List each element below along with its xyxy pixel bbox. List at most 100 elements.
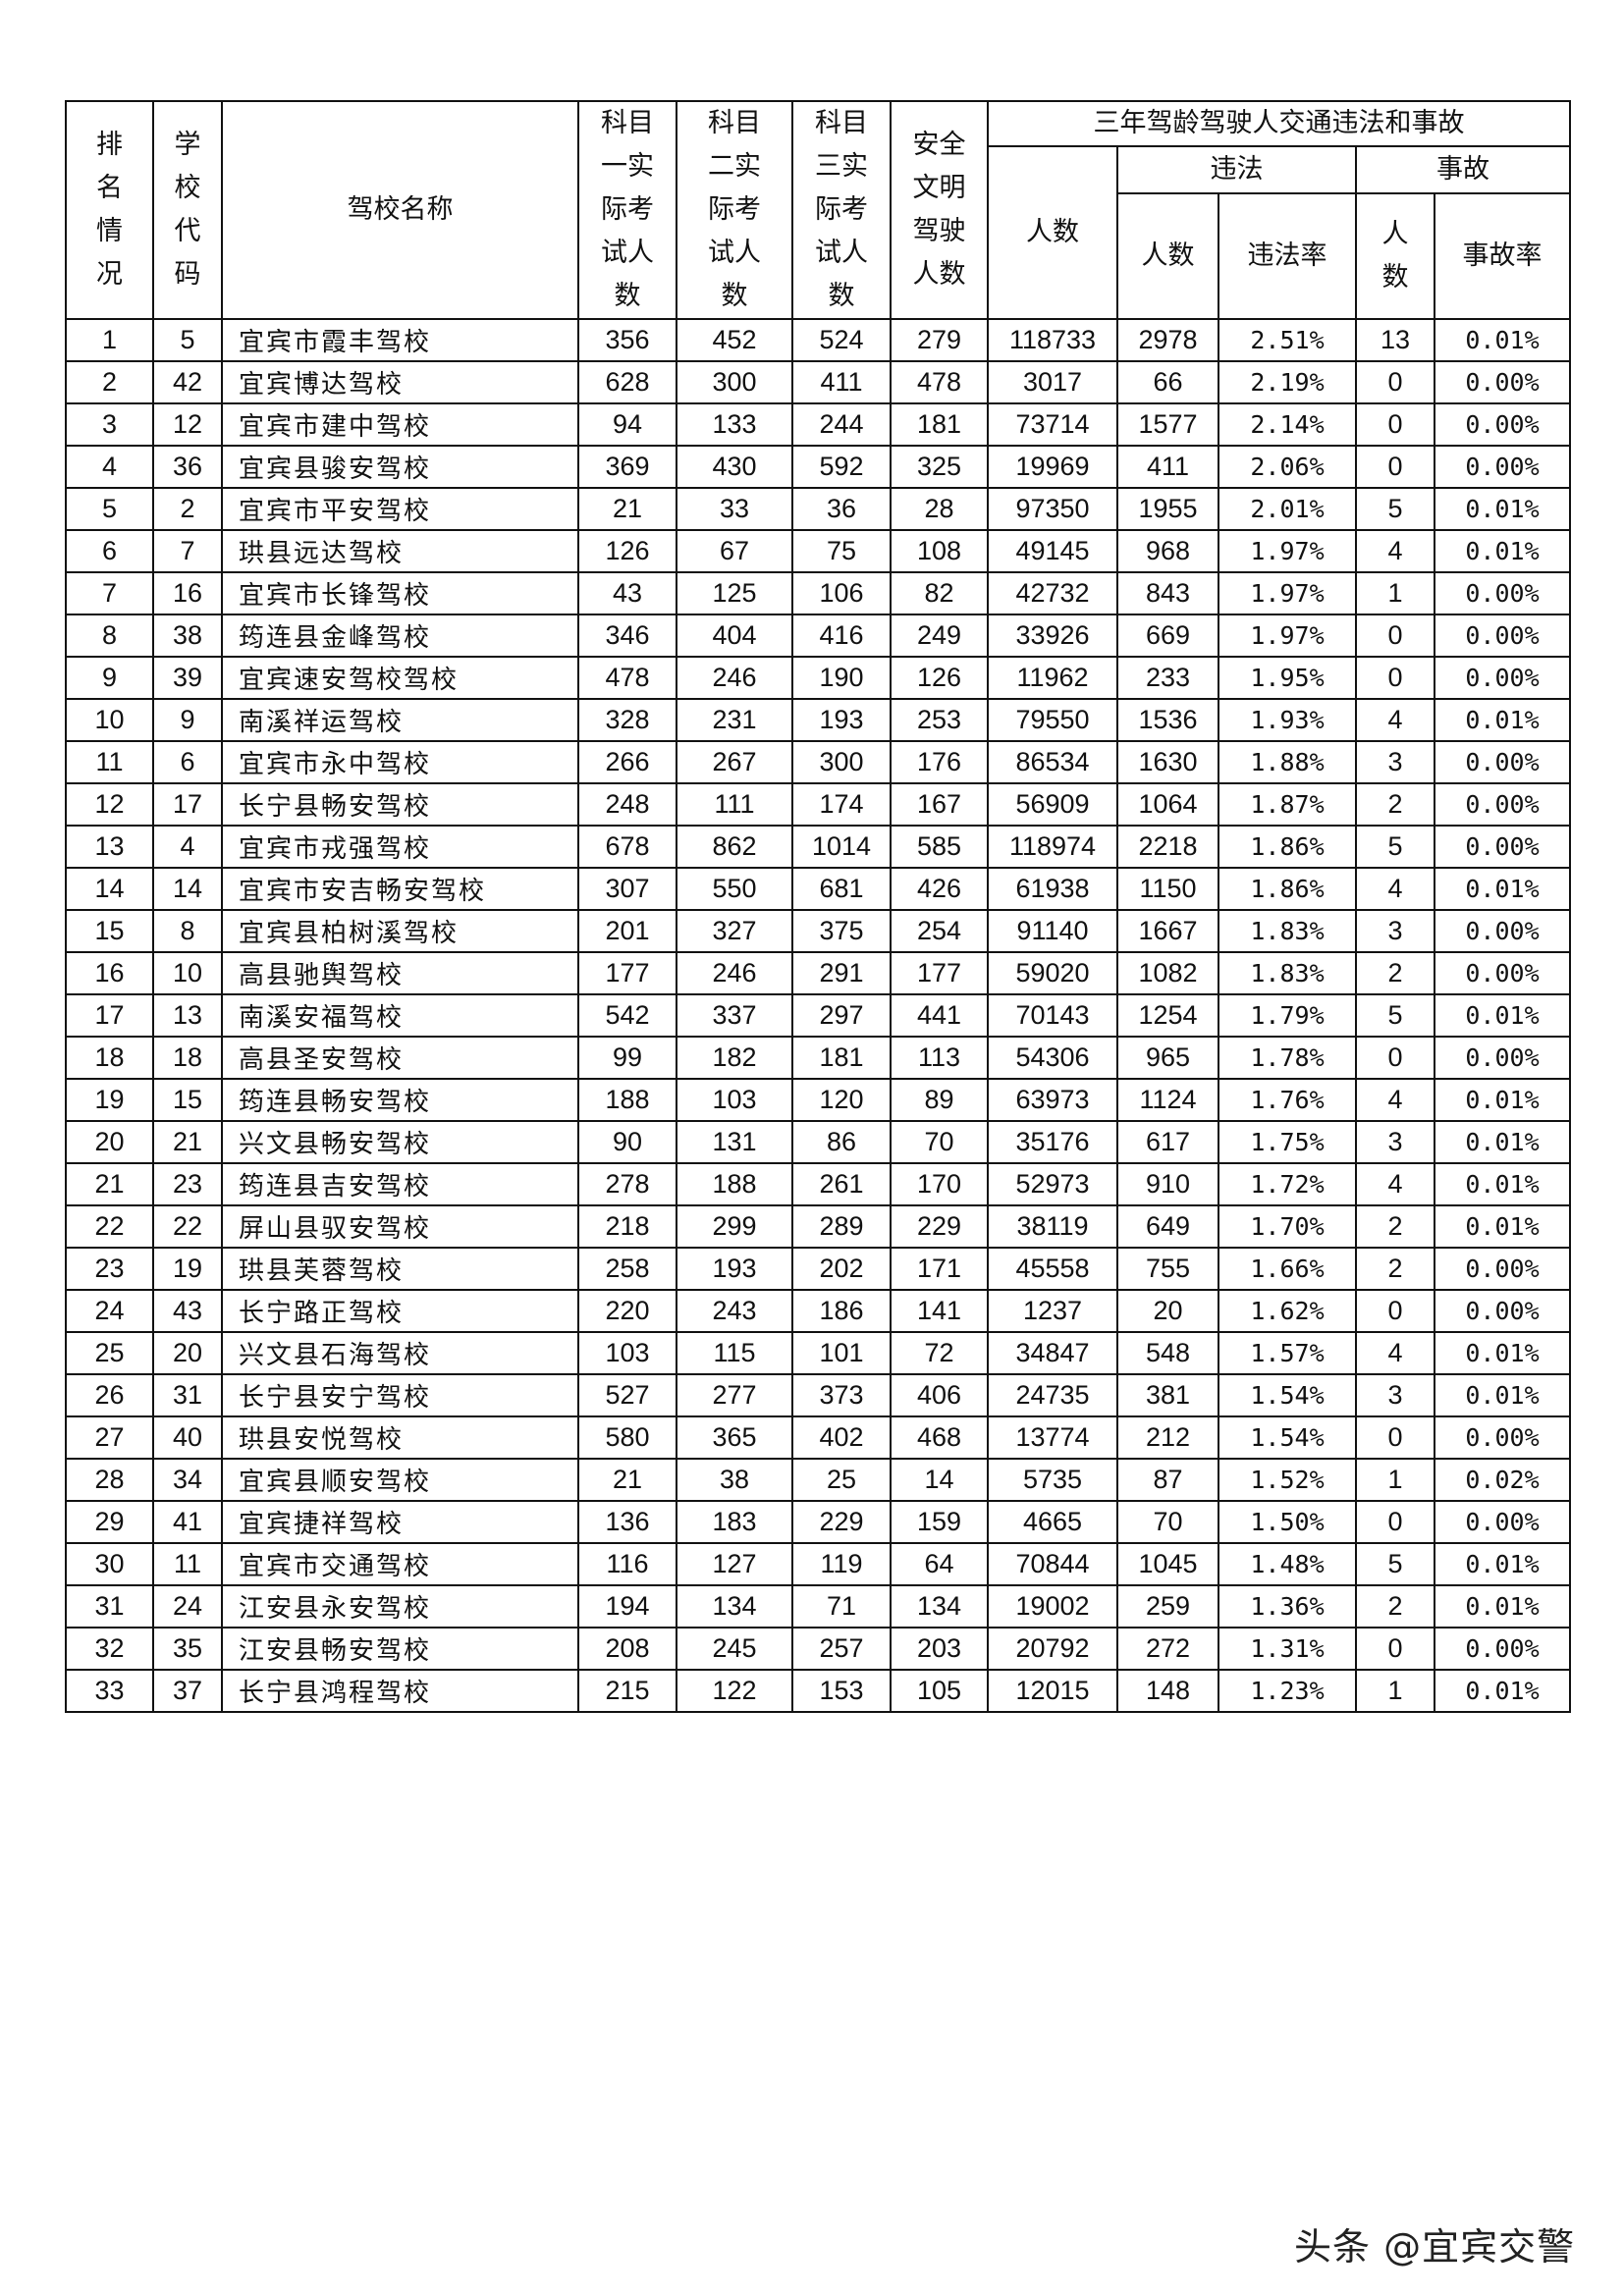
cell-people: 42732 (987, 571, 1118, 615)
cell-subject2: 125 (676, 571, 793, 615)
cell-violation-rate: 1.54% (1218, 1415, 1357, 1460)
cell-violation-rate: 1.76% (1218, 1078, 1357, 1122)
cell-accident-count: 2 (1355, 1204, 1435, 1249)
table-row: 17 13 南溪安福驾校 542 337 297 441 70143 1254 1.79% 5 0.0… (65, 993, 1571, 1038)
table-row: 9 39 宜宾速安驾校驾校 478 246 190 126 11962 233 1.95% 0 0.0… (65, 656, 1571, 700)
cell-accident-count: 3 (1355, 740, 1435, 784)
cell-code: 14 (152, 867, 223, 911)
cell-accident-rate: 0.01% (1434, 1584, 1571, 1629)
cell-subject1: 94 (577, 402, 677, 447)
cell-code: 2 (152, 487, 223, 531)
cell-people: 70844 (987, 1542, 1118, 1586)
cell-subject3: 190 (791, 656, 892, 700)
cell-accident-count: 2 (1355, 1584, 1435, 1629)
table-row: 24 43 长宁路正驾校 220 243 186 141 1237 20 1.62% 0 0.00% (65, 1289, 1571, 1333)
cell-safe-drivers: 89 (890, 1078, 989, 1122)
table-row: 14 14 宜宾市安吉畅安驾校 307 550 681 426 61938 1150 1.86% 4… (65, 867, 1571, 911)
cell-violation-rate: 1.31% (1218, 1627, 1357, 1671)
cell-rank: 23 (65, 1247, 154, 1291)
cell-safe-drivers: 325 (890, 445, 989, 489)
cell-subject3: 120 (791, 1078, 892, 1122)
cell-subject3: 229 (791, 1500, 892, 1544)
cell-subject1: 21 (577, 1458, 677, 1502)
header-violation-rate: 违法率 (1218, 192, 1357, 320)
cell-violation-count: 968 (1116, 529, 1219, 573)
cell-subject3: 261 (791, 1162, 892, 1206)
table-row: 4 36 宜宾县骏安驾校 369 430 592 325 19969 411 2.06% 0 0.00… (65, 445, 1571, 489)
cell-rank: 3 (65, 402, 154, 447)
cell-accident-rate: 0.01% (1434, 487, 1571, 531)
cell-safe-drivers: 441 (890, 993, 989, 1038)
cell-violation-rate: 1.79% (1218, 993, 1357, 1038)
cell-code: 22 (152, 1204, 223, 1249)
cell-rank: 29 (65, 1500, 154, 1544)
cell-subject3: 25 (791, 1458, 892, 1502)
cell-rank: 31 (65, 1584, 154, 1629)
cell-subject1: 201 (577, 909, 677, 953)
cell-subject2: 452 (676, 318, 793, 362)
table-row: 28 34 宜宾县顺安驾校 21 38 25 14 5735 87 1.52% 1 0.02% (65, 1458, 1571, 1502)
cell-rank: 14 (65, 867, 154, 911)
cell-school-name: 宜宾市交通驾校 (221, 1542, 579, 1586)
cell-violation-count: 381 (1116, 1373, 1219, 1417)
cell-people: 63973 (987, 1078, 1118, 1122)
cell-rank: 19 (65, 1078, 154, 1122)
cell-accident-count: 5 (1355, 993, 1435, 1038)
cell-accident-rate: 0.00% (1434, 656, 1571, 700)
cell-school-name: 南溪安福驾校 (221, 993, 579, 1038)
cell-rank: 17 (65, 993, 154, 1038)
cell-violation-count: 843 (1116, 571, 1219, 615)
cell-code: 9 (152, 698, 223, 742)
cell-people: 54306 (987, 1036, 1118, 1080)
cell-rank: 5 (65, 487, 154, 531)
cell-violation-rate: 2.19% (1218, 360, 1357, 404)
cell-rank: 6 (65, 529, 154, 573)
cell-rank: 2 (65, 360, 154, 404)
cell-accident-rate: 0.01% (1434, 1373, 1571, 1417)
cell-code: 31 (152, 1373, 223, 1417)
cell-rank: 8 (65, 614, 154, 658)
cell-subject1: 478 (577, 656, 677, 700)
cell-accident-count: 0 (1355, 656, 1435, 700)
cell-subject2: 33 (676, 487, 793, 531)
cell-safe-drivers: 203 (890, 1627, 989, 1671)
cell-accident-count: 4 (1355, 698, 1435, 742)
cell-violation-count: 20 (1116, 1289, 1219, 1333)
cell-subject1: 527 (577, 1373, 677, 1417)
table-row: 1 5 宜宾市霞丰驾校 356 452 524 279 118733 2978 2.51% 13 0.… (65, 318, 1571, 362)
cell-violation-rate: 1.36% (1218, 1584, 1357, 1629)
cell-subject1: 126 (577, 529, 677, 573)
cell-subject2: 243 (676, 1289, 793, 1333)
cell-people: 1237 (987, 1289, 1118, 1333)
cell-subject2: 103 (676, 1078, 793, 1122)
cell-subject3: 289 (791, 1204, 892, 1249)
header-violation: 违法 (1116, 145, 1357, 194)
cell-school-name: 宜宾市长锋驾校 (221, 571, 579, 615)
cell-violation-rate: 1.87% (1218, 782, 1357, 827)
table-row: 25 20 兴文县石海驾校 103 115 101 72 34847 548 1.57% 4 0.01… (65, 1331, 1571, 1375)
cell-accident-count: 0 (1355, 402, 1435, 447)
cell-subject2: 327 (676, 909, 793, 953)
cell-code: 40 (152, 1415, 223, 1460)
cell-school-name: 宜宾县柏树溪驾校 (221, 909, 579, 953)
cell-subject2: 277 (676, 1373, 793, 1417)
cell-rank: 11 (65, 740, 154, 784)
cell-accident-rate: 0.01% (1434, 1120, 1571, 1164)
cell-violation-count: 1536 (1116, 698, 1219, 742)
header-people: 人数 (987, 145, 1118, 320)
cell-violation-rate: 1.23% (1218, 1669, 1357, 1713)
cell-subject1: 177 (577, 951, 677, 995)
cell-violation-rate: 1.54% (1218, 1373, 1357, 1417)
cell-school-name: 宜宾县骏安驾校 (221, 445, 579, 489)
cell-subject2: 38 (676, 1458, 793, 1502)
cell-school-name: 宜宾市永中驾校 (221, 740, 579, 784)
cell-school-name: 珙县芙蓉驾校 (221, 1247, 579, 1291)
cell-accident-count: 0 (1355, 1500, 1435, 1544)
cell-subject3: 291 (791, 951, 892, 995)
cell-accident-rate: 0.01% (1434, 993, 1571, 1038)
cell-accident-rate: 0.00% (1434, 1415, 1571, 1460)
cell-violation-rate: 1.72% (1218, 1162, 1357, 1206)
cell-subject2: 182 (676, 1036, 793, 1080)
cell-rank: 4 (65, 445, 154, 489)
cell-subject3: 1014 (791, 825, 892, 869)
